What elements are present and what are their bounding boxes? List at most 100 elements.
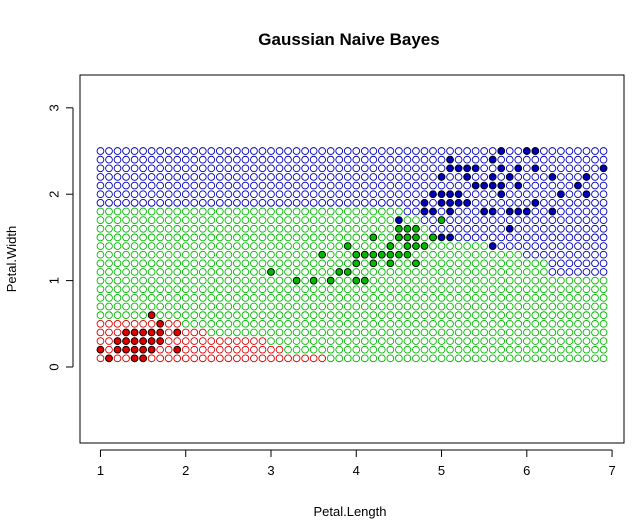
grid-point-versicolor [565, 276, 574, 285]
grid-point-versicolor [326, 354, 335, 363]
grid-point-versicolor [395, 354, 403, 363]
grid-point-versicolor [164, 233, 173, 242]
grid-point-versicolor [267, 302, 275, 311]
grid-point-virginica [386, 147, 395, 155]
grid-point-versicolor [326, 224, 335, 233]
grid-point-versicolor [215, 216, 224, 224]
data-point-virginica [446, 199, 454, 207]
grid-point-versicolor [96, 311, 105, 320]
grid-point-versicolor [156, 259, 165, 268]
grid-point-versicolor [309, 242, 318, 250]
grid-point-versicolor [241, 285, 250, 294]
grid-point-versicolor [446, 276, 454, 285]
grid-point-versicolor [130, 285, 139, 294]
grid-point-versicolor [360, 328, 369, 337]
grid-point-versicolor [403, 276, 412, 285]
grid-point-virginica [250, 199, 258, 207]
grid-point-versicolor [471, 328, 480, 337]
data-point-setosa [139, 328, 147, 337]
grid-point-virginica [164, 199, 173, 207]
grid-point-versicolor [258, 233, 267, 242]
grid-point-virginica [181, 164, 190, 173]
grid-point-versicolor [326, 216, 335, 224]
grid-point-virginica [96, 190, 105, 199]
grid-point-versicolor [429, 259, 437, 268]
grid-point-virginica [258, 173, 267, 181]
grid-point-versicolor [258, 250, 267, 259]
grid-point-versicolor [173, 259, 182, 268]
grid-point-versicolor [352, 319, 361, 328]
grid-point-versicolor [292, 242, 301, 250]
grid-point-versicolor [522, 302, 531, 311]
grid-point-versicolor [224, 233, 233, 242]
grid-point-virginica [582, 199, 591, 207]
grid-point-versicolor [113, 259, 122, 268]
grid-point-versicolor [343, 233, 352, 242]
grid-point-virginica [565, 259, 574, 268]
grid-point-versicolor [241, 294, 250, 302]
grid-point-versicolor [301, 233, 309, 242]
grid-point-virginica [96, 173, 105, 181]
grid-point-virginica [164, 164, 173, 173]
data-point-setosa [156, 319, 165, 328]
grid-point-versicolor [284, 216, 292, 224]
grid-point-versicolor [386, 224, 395, 233]
grid-point-virginica [105, 181, 113, 190]
grid-point-versicolor [454, 337, 463, 345]
grid-point-versicolor [352, 268, 361, 276]
grid-point-virginica [130, 181, 139, 190]
grid-point-versicolor [386, 328, 395, 337]
data-point-virginica [548, 173, 557, 181]
grid-point-versicolor [420, 285, 429, 294]
grid-point-versicolor [429, 268, 437, 276]
grid-point-versicolor [360, 345, 369, 354]
grid-point-versicolor [190, 242, 199, 250]
data-point-versicolor [403, 242, 412, 250]
grid-point-virginica [429, 164, 437, 173]
grid-point-virginica [557, 173, 565, 181]
grid-point-versicolor [275, 311, 284, 320]
grid-point-setosa [130, 319, 139, 328]
grid-point-virginica [505, 164, 514, 173]
grid-point-versicolor [292, 319, 301, 328]
grid-point-versicolor [429, 242, 437, 250]
grid-point-virginica [403, 190, 412, 199]
grid-point-versicolor [429, 250, 437, 259]
grid-point-versicolor [105, 311, 113, 320]
grid-point-virginica [591, 268, 599, 276]
grid-point-versicolor [181, 242, 190, 250]
grid-point-virginica [377, 164, 386, 173]
grid-point-virginica [522, 233, 531, 242]
data-point-virginica [531, 164, 540, 173]
grid-point-versicolor [360, 233, 369, 242]
grid-point-virginica [241, 181, 250, 190]
grid-point-versicolor [207, 311, 216, 320]
grid-point-versicolor [531, 302, 540, 311]
grid-point-versicolor [309, 311, 318, 320]
data-point-virginica [574, 181, 582, 190]
grid-point-versicolor [446, 294, 454, 302]
grid-point-versicolor [156, 285, 165, 294]
grid-point-versicolor [352, 354, 361, 363]
grid-point-versicolor [352, 345, 361, 354]
grid-point-setosa [258, 345, 267, 354]
grid-point-virginica [403, 147, 412, 155]
grid-point-virginica [420, 164, 429, 173]
grid-point-virginica [207, 155, 216, 164]
grid-point-versicolor [565, 302, 574, 311]
grid-point-versicolor [309, 207, 318, 216]
grid-point-virginica [258, 190, 267, 199]
grid-point-virginica [437, 207, 446, 216]
grid-point-versicolor [309, 259, 318, 268]
grid-point-versicolor [96, 224, 105, 233]
grid-point-versicolor [250, 216, 258, 224]
grid-point-virginica [113, 199, 122, 207]
grid-point-setosa [105, 319, 113, 328]
grid-point-versicolor [531, 328, 540, 337]
grid-point-versicolor [122, 276, 130, 285]
grid-point-versicolor [250, 250, 258, 259]
grid-point-virginica [412, 147, 420, 155]
grid-point-versicolor [505, 250, 514, 259]
grid-point-virginica [105, 199, 113, 207]
grid-point-versicolor [360, 224, 369, 233]
